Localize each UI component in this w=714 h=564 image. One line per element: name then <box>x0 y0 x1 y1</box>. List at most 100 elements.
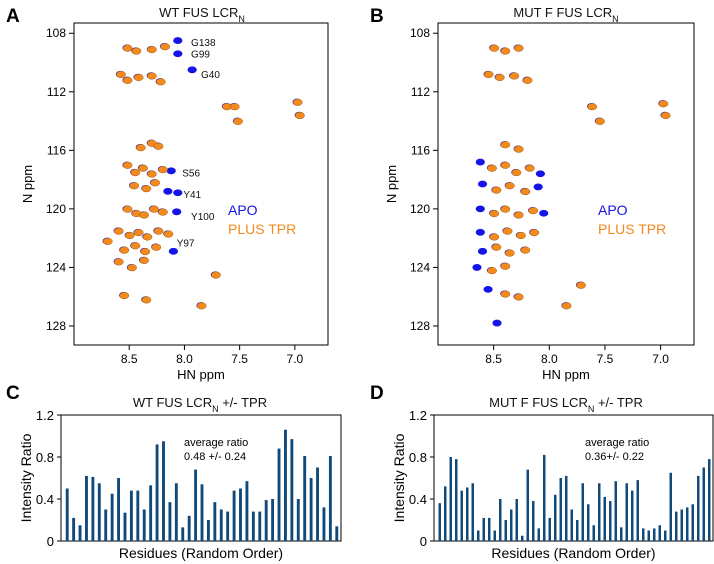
bar <box>277 448 281 541</box>
plus-tpr-peak <box>513 211 524 219</box>
plus-tpr-peak <box>658 100 669 108</box>
plus-tpr-peak <box>491 243 502 251</box>
plus-tpr-peak <box>660 111 671 120</box>
panel-a-title-main: WT FUS LCR <box>159 5 238 20</box>
plus-tpr-peak <box>500 141 511 149</box>
apo-peak <box>475 205 485 213</box>
plus-tpr-peak <box>138 164 148 172</box>
plus-tpr-peak <box>122 44 133 52</box>
bar <box>72 517 76 541</box>
bar <box>548 517 551 541</box>
bar <box>570 509 573 541</box>
bar <box>521 535 524 541</box>
bar <box>200 484 204 541</box>
bar <box>206 520 210 541</box>
plus-tpr-peak <box>487 164 497 172</box>
panel-letter-b: B <box>370 6 384 27</box>
apo-peak <box>163 187 173 195</box>
plus-tpr-peak <box>233 117 243 125</box>
legend-plus-tpr: PLUS TPR <box>228 221 296 237</box>
bar <box>642 528 645 541</box>
plus-tpr-peak <box>141 296 152 304</box>
panel-c-title: WT FUS LCRN +/- TPR <box>133 395 267 414</box>
y-tick-label: 1.2 <box>36 408 54 423</box>
bar <box>258 511 262 541</box>
plus-tpr-peak <box>229 103 240 111</box>
bar <box>110 493 114 541</box>
bar <box>187 515 191 541</box>
plus-tpr-peak <box>489 210 500 218</box>
y-tick-label: 112 <box>411 85 430 99</box>
panel-b-spectrum: 8.5 8.0 7.5 7.0 108 112 116 120 124 128 HN ppm N pp… <box>384 22 695 382</box>
bar <box>155 444 159 541</box>
panel-d-title-subscript: N <box>588 404 595 414</box>
plus-tpr-peak <box>158 166 168 174</box>
bar <box>264 500 268 541</box>
bar <box>232 490 236 541</box>
y-tick-label: 108 <box>410 26 430 40</box>
bar <box>537 528 540 541</box>
bar <box>335 526 339 541</box>
panel-letter-c: C <box>6 383 20 404</box>
plus-tpr-peak <box>292 98 303 106</box>
panel-b-title-subscript: N <box>612 14 619 24</box>
plus-tpr-peak <box>211 271 221 279</box>
plus-tpr-peak <box>113 227 124 235</box>
plus-tpr-peak <box>489 44 500 52</box>
peak-label: G138 <box>191 38 216 49</box>
plus-tpr-peak <box>500 161 511 169</box>
bar <box>316 467 319 541</box>
plus-tpr-peak <box>576 281 586 289</box>
plus-tpr-peak <box>122 76 133 84</box>
bar <box>614 481 617 541</box>
peak-label: G40 <box>201 70 220 81</box>
plus-tpr-peak <box>489 233 500 241</box>
bar <box>181 527 185 541</box>
plus-tpr-peak <box>129 182 140 190</box>
plus-tpr-peak <box>196 302 207 310</box>
bar <box>625 483 628 541</box>
bar <box>515 499 518 541</box>
peak-label: Y97 <box>177 239 195 250</box>
average-ratio-label: average ratio <box>184 437 248 449</box>
bar <box>702 467 705 541</box>
plus-tpr-peak <box>122 205 133 213</box>
bar <box>499 499 502 541</box>
bar <box>149 485 153 541</box>
plus-tpr-peak <box>119 246 130 254</box>
bar <box>620 527 623 541</box>
bar <box>438 503 441 541</box>
plus-tpr-peak <box>520 188 531 196</box>
apo-peak <box>483 285 493 293</box>
y-tick-label: 1.2 <box>409 408 427 423</box>
plus-tpr-peak <box>491 186 502 194</box>
plus-tpr-peak <box>119 291 130 300</box>
bar <box>251 511 255 541</box>
average-ratio-value: 0.48 +/- 0.24 <box>184 451 246 463</box>
bar <box>168 502 172 541</box>
plus-tpr-peak <box>147 72 157 80</box>
x-axis-label: HN ppm <box>177 367 225 382</box>
y-axis-label: N ppm <box>20 165 35 203</box>
bar <box>697 475 700 541</box>
bar <box>129 490 133 541</box>
apo-peak <box>475 158 485 166</box>
panel-letter-d: D <box>370 383 384 404</box>
bar <box>708 459 711 541</box>
x-tick-label: 7.0 <box>652 352 669 366</box>
plus-tpr-peak <box>147 170 157 178</box>
plus-tpr-peak <box>500 47 511 55</box>
panel-d-title: MUT F FUS LCRN +/- TPR <box>489 395 643 414</box>
bar <box>691 504 694 541</box>
bar <box>85 475 88 541</box>
panel-b-title: MUT F FUS LCRN <box>513 5 618 24</box>
y-tick-label: 124 <box>46 260 66 274</box>
bar <box>174 483 178 541</box>
apo-peak <box>535 170 546 178</box>
bar <box>296 499 300 541</box>
apo-peak <box>187 66 197 74</box>
peak-label: S56 <box>182 168 200 179</box>
x-tick-label: 8.0 <box>541 352 558 366</box>
plus-tpr-peak <box>141 185 152 193</box>
plus-tpr-peak <box>151 243 162 251</box>
